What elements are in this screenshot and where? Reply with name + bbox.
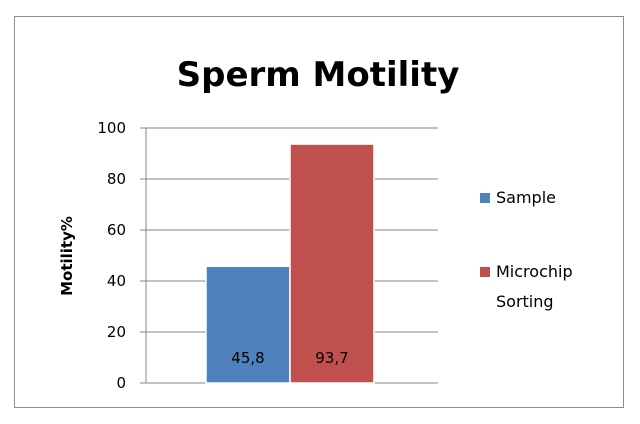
y-tick-labels: 0 20 40 60 80 100 — [97, 119, 126, 392]
legend: Sample Microchip Sorting — [480, 188, 573, 311]
y-tick-label: 0 — [116, 374, 126, 392]
y-tick-label: 20 — [107, 323, 126, 341]
legend-swatch — [480, 267, 490, 277]
legend-label: Sorting — [496, 292, 554, 311]
y-axis-label: Motility% — [58, 216, 76, 296]
data-labels: 45,8 93,7 — [231, 349, 348, 367]
legend-swatch — [480, 193, 490, 203]
bar-sample — [205, 265, 291, 384]
bar-microchip-sorting — [289, 143, 375, 384]
y-tick-label: 60 — [107, 221, 126, 239]
y-tick-label: 100 — [97, 119, 126, 137]
data-label: 93,7 — [315, 349, 348, 367]
chart-title: Sperm Motility — [177, 55, 460, 95]
bars — [205, 143, 375, 384]
legend-label: Microchip — [496, 262, 573, 281]
y-tick-label: 80 — [107, 170, 126, 188]
y-tick-label: 40 — [107, 272, 126, 290]
legend-label: Sample — [496, 188, 556, 207]
data-label: 45,8 — [231, 349, 264, 367]
axes — [140, 127, 147, 384]
